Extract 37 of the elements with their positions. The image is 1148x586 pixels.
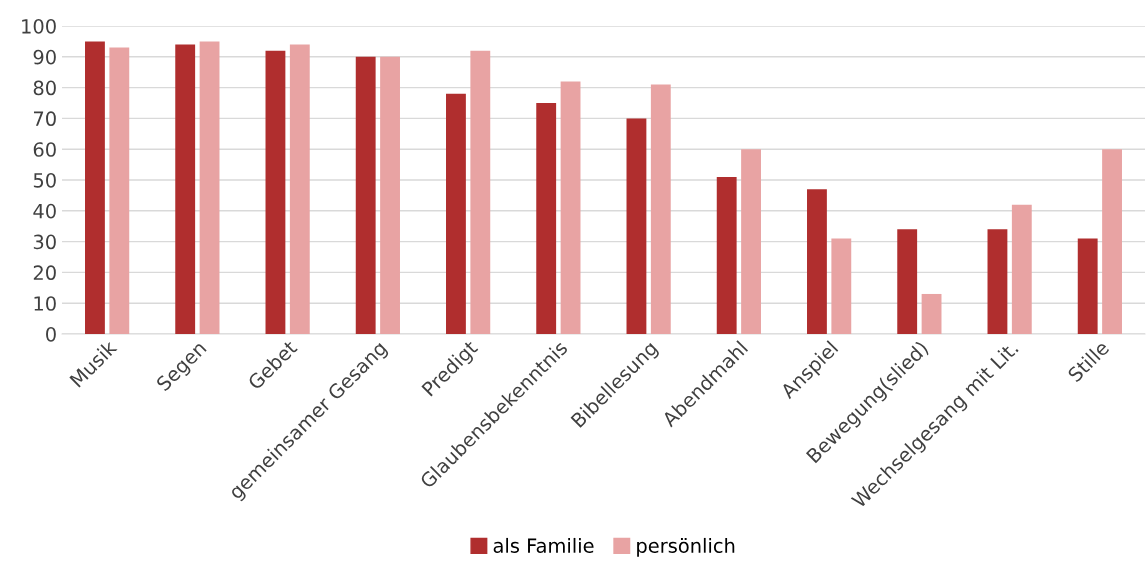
y-tick-label: 50 <box>33 172 56 188</box>
y-tick-label: 70 <box>33 111 56 127</box>
y-tick-label: 10 <box>34 296 56 311</box>
y-tick-label: 60 <box>33 142 56 157</box>
y-tick-label: 0 <box>46 326 56 342</box>
bar <box>536 103 557 334</box>
legend-label: persönlich <box>637 537 735 557</box>
bar <box>560 81 581 334</box>
bar <box>831 238 852 334</box>
bar <box>265 50 286 334</box>
bar <box>289 44 310 334</box>
bar <box>109 47 130 334</box>
bar <box>716 176 737 334</box>
bar <box>1011 204 1032 334</box>
y-tick-label: 30 <box>33 234 56 250</box>
bar <box>807 189 827 334</box>
bar <box>446 93 466 334</box>
bar <box>199 41 220 334</box>
y-tick-label: 80 <box>33 80 56 96</box>
y-tick-label: 100 <box>22 18 56 34</box>
bar <box>470 50 491 334</box>
bar <box>175 44 196 334</box>
bar <box>626 118 647 334</box>
y-tick-label: 90 <box>33 49 56 65</box>
bar <box>921 293 942 334</box>
bar <box>1102 149 1122 334</box>
bar <box>85 41 105 334</box>
legend-label: als Familie <box>493 537 594 553</box>
bar <box>987 229 1008 334</box>
y-tick-label: 20 <box>33 265 56 281</box>
bar <box>741 149 761 334</box>
bar <box>1077 238 1098 334</box>
bar <box>355 56 376 334</box>
y-tick-label: 40 <box>33 203 56 219</box>
bar <box>380 56 400 334</box>
bar <box>650 84 671 334</box>
bar <box>897 229 918 334</box>
